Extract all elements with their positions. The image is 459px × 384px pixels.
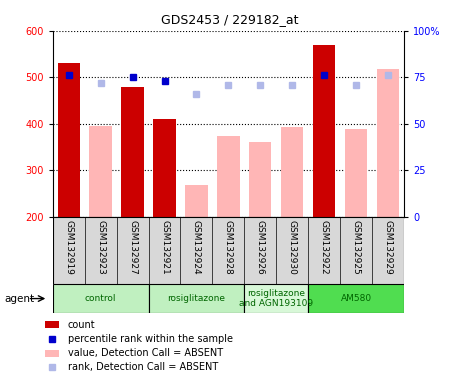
Text: GSM132929: GSM132929: [383, 220, 392, 275]
Text: GSM132922: GSM132922: [319, 220, 329, 275]
Bar: [377, 69, 399, 217]
Bar: [185, 185, 207, 217]
Text: control: control: [85, 294, 117, 303]
Text: rosiglitazone
and AGN193109: rosiglitazone and AGN193109: [239, 289, 313, 308]
Bar: [249, 142, 271, 217]
Text: rosiglitazone: rosiglitazone: [168, 294, 225, 303]
Text: GDS2453 / 229182_at: GDS2453 / 229182_at: [161, 13, 298, 26]
Text: GSM132927: GSM132927: [128, 220, 137, 275]
Text: GSM132930: GSM132930: [288, 220, 297, 275]
Text: GSM132921: GSM132921: [160, 220, 169, 275]
Text: AM580: AM580: [341, 294, 372, 303]
Text: GSM132925: GSM132925: [352, 220, 360, 275]
Bar: [244, 284, 308, 313]
Text: GSM132919: GSM132919: [64, 220, 73, 275]
Text: percentile rank within the sample: percentile rank within the sample: [67, 334, 233, 344]
Bar: [345, 129, 367, 217]
Bar: [281, 127, 303, 217]
Bar: [45, 321, 60, 328]
Bar: [308, 284, 404, 313]
Bar: [45, 350, 60, 357]
Bar: [57, 63, 80, 217]
Text: GSM132928: GSM132928: [224, 220, 233, 275]
Text: GSM132924: GSM132924: [192, 220, 201, 275]
Text: GSM132923: GSM132923: [96, 220, 105, 275]
Bar: [90, 126, 112, 217]
Bar: [122, 87, 144, 217]
Text: rank, Detection Call = ABSENT: rank, Detection Call = ABSENT: [67, 362, 218, 372]
Text: agent: agent: [5, 293, 35, 304]
Bar: [149, 284, 244, 313]
Text: value, Detection Call = ABSENT: value, Detection Call = ABSENT: [67, 348, 223, 358]
Text: GSM132926: GSM132926: [256, 220, 265, 275]
Bar: [313, 45, 335, 217]
Bar: [217, 136, 240, 217]
Text: count: count: [67, 320, 95, 330]
Bar: [153, 119, 176, 217]
Bar: [53, 284, 149, 313]
